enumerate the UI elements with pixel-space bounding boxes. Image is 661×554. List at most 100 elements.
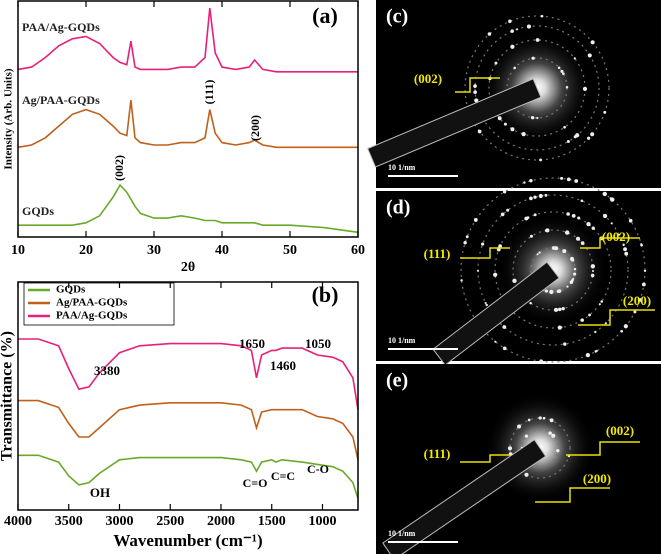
x-tick-label: 4000 — [4, 514, 32, 529]
diffraction-spot — [465, 235, 469, 239]
diffraction-spot — [566, 212, 570, 216]
diffraction-spot — [481, 242, 485, 246]
legend-label: Ag/PAA-GQDs — [56, 297, 128, 309]
diffraction-spot — [497, 116, 502, 121]
diffraction-spot — [500, 212, 505, 217]
diffraction-spot — [474, 98, 479, 103]
x-tick-label: 10 — [11, 243, 25, 258]
diffraction-spot — [561, 306, 565, 311]
annotation: (a) — [312, 3, 338, 28]
annotation: (200) — [248, 115, 262, 141]
panel-label: (d) — [386, 197, 410, 219]
diffraction-spot — [539, 158, 543, 162]
panel-label: (e) — [386, 370, 408, 392]
diffraction-spot — [517, 424, 522, 429]
plane-label: (111) — [424, 446, 451, 461]
diffraction-spot — [550, 419, 553, 422]
diffraction-spot — [473, 218, 478, 222]
diffraction-spot — [542, 416, 546, 420]
annotation: OH — [90, 485, 110, 500]
diffraction-ring — [509, 417, 571, 479]
diffraction-spot — [533, 213, 537, 217]
diffraction-spot — [573, 57, 576, 60]
annotation: 3380 — [94, 363, 120, 378]
diffraction-spot — [527, 418, 531, 422]
series-label: Ag/PAA-GQDs — [22, 93, 100, 107]
y-axis-label: Intensity (Arb. Units) — [3, 68, 15, 169]
diffraction-spot — [460, 279, 463, 282]
diffraction-spot — [551, 433, 556, 438]
diffraction-spot — [591, 226, 595, 230]
plane-pointer — [455, 77, 500, 93]
diffraction-spot — [463, 241, 467, 245]
diffraction-spot — [574, 179, 579, 183]
plane-label: (002) — [414, 71, 442, 86]
diffraction-spot — [590, 264, 596, 269]
series-line — [17, 8, 358, 73]
plane-label: (111) — [424, 246, 451, 261]
diffraction-spot — [538, 193, 543, 199]
diffraction-spot — [604, 322, 607, 325]
diffraction-spot — [554, 307, 558, 312]
diffraction-spot — [560, 326, 563, 329]
diffraction-spot — [633, 310, 637, 314]
diffraction-spot — [566, 285, 569, 288]
diffraction-spot — [524, 434, 529, 438]
diffraction-spot — [544, 193, 548, 197]
x-tick-label: 1000 — [308, 514, 336, 529]
diffraction-spot — [498, 244, 502, 249]
x-tick-label: 60 — [351, 243, 365, 258]
x-tick-label: 50 — [283, 243, 297, 258]
diffraction-spot — [548, 431, 552, 435]
diffraction-spot — [566, 177, 571, 182]
series-label: PAA/Ag-GQDs — [22, 20, 100, 34]
diffraction-ring — [512, 229, 594, 311]
diffraction-spot — [624, 251, 629, 256]
scale-label: 10 1/nm — [388, 163, 416, 172]
legend-label: GQDs — [56, 284, 86, 296]
scale-label: 10 1/nm — [388, 529, 416, 538]
diffraction-spot — [598, 303, 601, 306]
legend-label: PAA/Ag-GQDs — [56, 310, 128, 322]
diffraction-spot — [551, 246, 556, 250]
diffraction-spot — [586, 136, 591, 140]
diffraction-spot — [569, 280, 574, 284]
diffraction-spot — [558, 307, 562, 312]
diffraction-spot — [588, 313, 591, 317]
plane-pointer — [580, 237, 640, 249]
diffraction-spot — [600, 300, 603, 303]
diffraction-spot — [564, 230, 570, 235]
diffraction-spot — [560, 176, 564, 180]
diffraction-spot — [477, 129, 482, 134]
diffraction-spot — [476, 269, 480, 272]
diffraction-spot — [563, 125, 566, 129]
diffraction-spot — [536, 253, 539, 256]
annotation: 1050 — [305, 336, 331, 351]
diffraction-spot — [565, 86, 569, 89]
beam-stopper — [367, 78, 542, 168]
diffraction-spot — [506, 208, 510, 212]
diffraction-spot — [572, 277, 575, 281]
diffraction-spot — [523, 181, 526, 184]
diffraction-spot — [516, 28, 519, 31]
diffraction-spot — [544, 229, 548, 232]
diffraction-spot — [535, 38, 540, 42]
diffraction-spot — [560, 69, 564, 73]
diffraction-ring — [464, 15, 610, 161]
diffraction-spot — [580, 318, 584, 322]
diffraction-spot — [623, 324, 628, 329]
beam-stopper — [382, 439, 547, 554]
diffraction-spot — [562, 249, 567, 254]
diffraction-spot — [502, 325, 507, 329]
diffraction-spot — [529, 234, 533, 238]
plot-frame — [17, 0, 359, 238]
series-line — [18, 183, 359, 234]
diffraction-spot — [610, 222, 613, 225]
diffraction-ring — [521, 429, 559, 467]
diffraction-spot — [539, 359, 543, 364]
diffraction-spot — [641, 282, 646, 287]
diffraction-spot — [485, 303, 488, 307]
diffraction-spot — [618, 233, 621, 236]
diffraction-spot — [566, 139, 570, 143]
